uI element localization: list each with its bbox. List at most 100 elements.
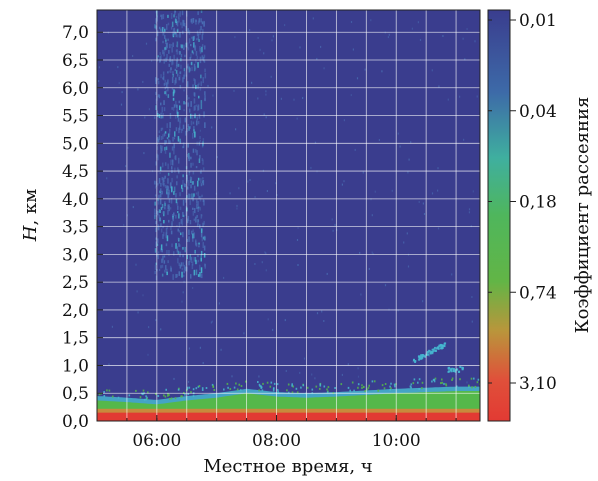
scatter-cell	[200, 228, 203, 234]
scatter-cell	[173, 54, 175, 60]
plume-cell	[461, 367, 464, 369]
x-tick-label: 06:00	[132, 431, 181, 451]
scatter-cell	[160, 328, 162, 331]
scatter-cell	[196, 203, 198, 210]
scatter-cell	[175, 193, 177, 198]
scatter-cell	[169, 128, 171, 132]
scatter-cell	[180, 44, 182, 48]
scatter-cell	[210, 321, 212, 324]
plume-cell	[420, 354, 422, 357]
boundary-cell	[229, 388, 232, 390]
scatter-cell	[154, 213, 156, 217]
scatter-cell	[195, 239, 197, 245]
scatter-cell	[160, 265, 162, 269]
scatter-cell	[173, 148, 175, 155]
scatter-cell	[162, 226, 164, 229]
boundary-cell	[441, 381, 444, 384]
scatter-cell	[142, 294, 144, 297]
scatter-cell	[155, 238, 157, 241]
scatter-cell	[188, 236, 190, 242]
colorbar-tick-label: 0,18	[519, 193, 557, 213]
plume-cell	[428, 349, 431, 352]
scatter-cell	[199, 46, 201, 52]
scatter-cell	[177, 250, 180, 255]
scatter-cell	[203, 60, 206, 63]
boundary-cell	[168, 397, 171, 400]
scatter-cell	[164, 134, 166, 136]
plume-cell	[452, 368, 455, 370]
scatter-cell	[165, 232, 168, 237]
scatter-cell	[201, 46, 203, 53]
boundary-cell	[291, 383, 293, 386]
scatter-cell	[471, 320, 473, 323]
plume-cell	[450, 369, 452, 372]
scatter-cell	[163, 58, 165, 64]
scatter-cell	[177, 136, 180, 142]
scatter-cell	[177, 258, 179, 264]
boundary-cell	[300, 386, 302, 389]
scatter-cell	[193, 42, 195, 48]
y-tick-label: 5,5	[62, 107, 89, 127]
scatter-cell	[198, 95, 200, 99]
scatter-cell	[155, 77, 157, 82]
scatter-cell	[178, 17, 180, 23]
scatter-cell	[178, 230, 181, 233]
scatter-cell	[160, 223, 162, 228]
scatter-cell	[161, 273, 164, 277]
scatter-cell	[195, 148, 197, 153]
scatter-cell	[193, 98, 196, 104]
scatter-cell	[189, 126, 191, 129]
scatter-cell	[179, 85, 182, 89]
scatter-cell	[161, 258, 163, 263]
boundary-cell	[433, 378, 436, 381]
scatter-cell	[191, 263, 194, 270]
scatter-cell	[185, 212, 187, 216]
scatter-cell	[164, 201, 166, 204]
x-axis-label: Местное время, ч	[203, 456, 372, 477]
scatter-cell	[190, 179, 192, 183]
scatter-cell	[170, 182, 172, 189]
scatter-cell	[154, 201, 156, 206]
scatter-cell	[200, 178, 202, 184]
scatter-cell	[159, 52, 161, 56]
scatter-cell	[173, 186, 176, 193]
scatter-cell	[163, 255, 166, 258]
scatter-cell	[192, 133, 194, 139]
scatter-cell	[197, 254, 199, 258]
scatter-cell	[204, 235, 206, 241]
scatter-cell	[162, 162, 164, 168]
scatter-cell	[183, 89, 185, 92]
scatter-cell	[190, 53, 192, 59]
scatter-cell	[364, 68, 366, 71]
scatter-cell	[161, 145, 163, 152]
boundary-cell	[327, 386, 330, 389]
scatter-cell	[182, 142, 185, 148]
scatter-cell	[167, 22, 170, 26]
scatter-cell	[179, 71, 181, 75]
scatter-cell	[159, 193, 162, 198]
scatter-cell	[388, 33, 390, 36]
boundary-cell	[257, 381, 259, 383]
colorbar-label: Коэффициент рассеяния	[572, 97, 593, 334]
scatter-cell	[412, 360, 414, 363]
scatter-cell	[197, 191, 199, 197]
scatter-cell	[181, 184, 183, 189]
scatter-cell	[172, 274, 174, 280]
scatter-cell	[198, 113, 201, 119]
boundary-cell	[445, 383, 447, 386]
scatter-cell	[157, 224, 160, 231]
boundary-cell	[276, 388, 279, 391]
scatter-cell	[207, 84, 209, 87]
scatter-cell	[285, 370, 287, 372]
boundary-cell	[468, 385, 470, 388]
boundary-cell	[277, 390, 279, 393]
boundary-cell	[287, 383, 290, 386]
scatter-cell	[183, 270, 185, 274]
scatter-cell	[265, 93, 267, 96]
scatter-cell	[178, 262, 180, 266]
colorbar-tick-label: 0,74	[519, 283, 557, 303]
boundary-cell	[296, 391, 299, 394]
boundary-cell	[145, 398, 148, 401]
plume-cell	[429, 352, 432, 355]
scatter-cell	[163, 260, 166, 264]
